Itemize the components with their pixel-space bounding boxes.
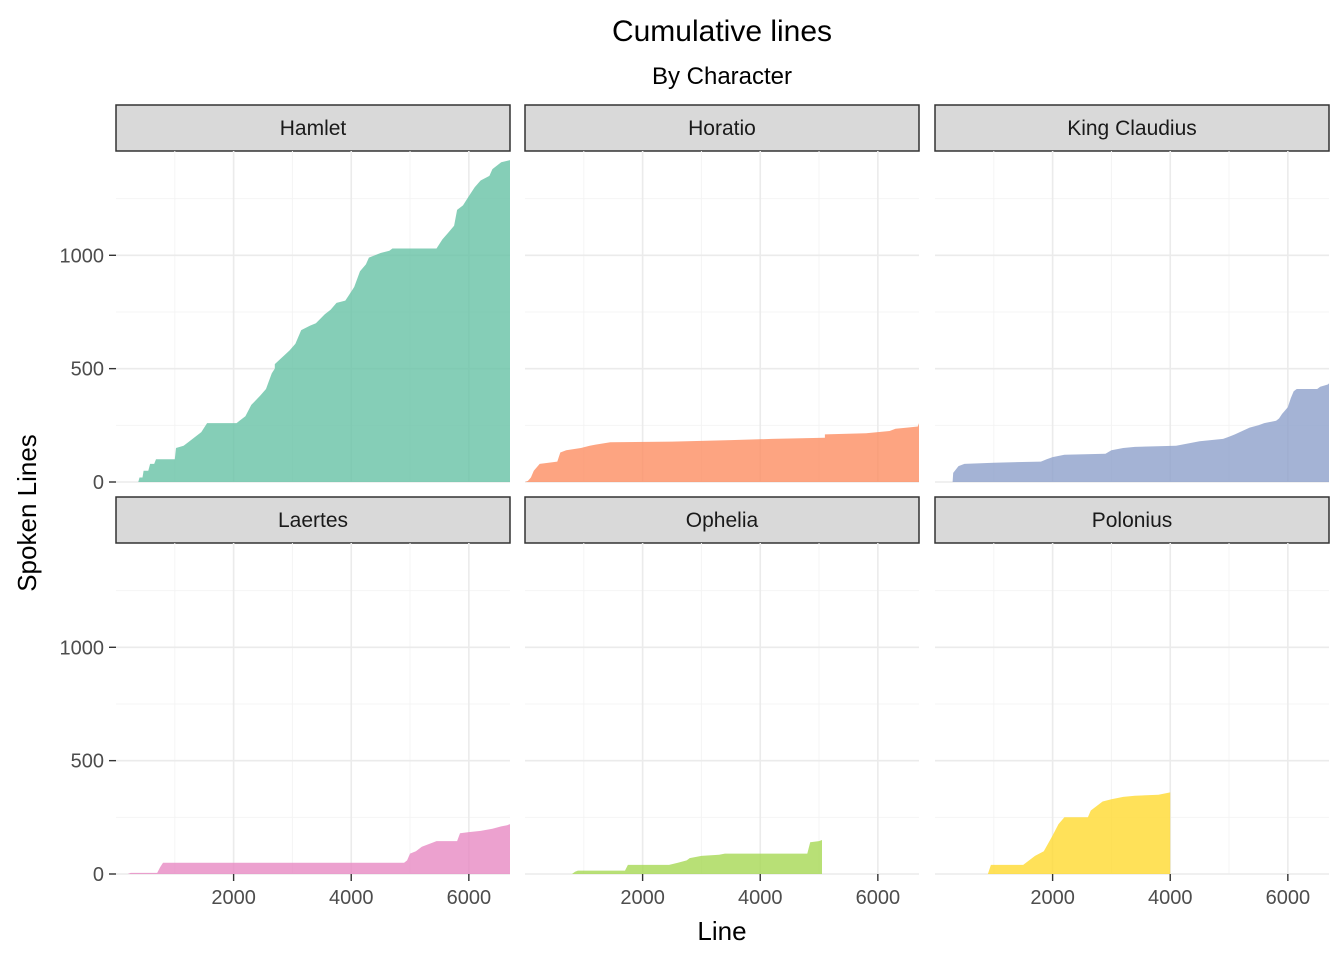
y-tick-label: 500	[71, 751, 104, 773]
facet-strip-background	[934, 104, 1330, 152]
facet-strip-label: King Claudius	[1067, 117, 1197, 140]
y-tick-label: 0	[93, 864, 104, 886]
facet-strip: Laertes	[115, 496, 511, 544]
facet-panel-horatio: Horatio	[524, 104, 920, 483]
area-series-ophelia	[572, 840, 822, 874]
area-series-laertes	[127, 824, 511, 874]
chart-subtitle: By Character	[652, 63, 792, 90]
facet-strip: Polonius	[934, 496, 1330, 544]
facet-panel-polonius: Polonius 2000 4000 6000	[934, 496, 1330, 909]
area-series-horatio	[525, 423, 919, 482]
facet-strip-label: Ophelia	[686, 509, 759, 532]
x-tick-label: 6000	[856, 887, 901, 909]
y-tick-label: 0	[93, 472, 104, 494]
facet-strip-label: Polonius	[1092, 509, 1173, 532]
facet-panel-king-claudius: King Claudius	[934, 104, 1330, 483]
x-tick-label: 4000	[1148, 887, 1193, 909]
facet-panels: Hamlet 0 500 1000 Horatio King Claudius Laerte…	[60, 104, 1330, 909]
x-tick-label: 6000	[1266, 887, 1311, 909]
y-tick-label: 500	[71, 359, 104, 381]
facet-strip: Hamlet	[115, 104, 511, 152]
facet-strip-label: Hamlet	[280, 117, 347, 140]
facet-panel-hamlet: Hamlet 0 500 1000	[60, 104, 511, 494]
x-axis: 2000 4000 6000	[211, 874, 491, 909]
x-axis: 2000 4000 6000	[1030, 874, 1310, 909]
y-axis-title: Spoken Lines	[12, 434, 42, 592]
area-series-hamlet	[138, 160, 511, 482]
gridlines	[525, 543, 919, 875]
y-tick-label: 1000	[60, 245, 105, 267]
chart-title: Cumulative lines	[612, 15, 832, 48]
facet-strip-background	[115, 104, 511, 152]
y-tick-label: 1000	[60, 637, 105, 659]
facet-strip-background	[934, 496, 1330, 544]
facet-strip-background	[524, 104, 920, 152]
x-axis-title: Line	[697, 916, 746, 946]
area-series-polonius	[987, 792, 1171, 874]
x-tick-label: 2000	[1030, 887, 1075, 909]
y-axis: 0 500 1000	[60, 637, 116, 886]
x-tick-label: 4000	[738, 887, 783, 909]
area-series-king-claudius	[952, 383, 1329, 482]
gridlines	[116, 543, 510, 875]
facet-strip-background	[524, 496, 920, 544]
x-tick-label: 6000	[447, 887, 492, 909]
facet-panel-laertes: Laertes 0 500 1000 2000 4000 6000	[60, 496, 511, 909]
x-tick-label: 2000	[620, 887, 665, 909]
x-tick-label: 4000	[329, 887, 374, 909]
facet-strip: King Claudius	[934, 104, 1330, 152]
x-tick-label: 2000	[211, 887, 256, 909]
x-axis: 2000 4000 6000	[620, 874, 900, 909]
y-axis: 0 500 1000	[60, 245, 116, 494]
facet-strip-label: Horatio	[688, 117, 756, 140]
facet-strip: Horatio	[524, 104, 920, 152]
facet-strip-background	[115, 496, 511, 544]
facet-strip-label: Laertes	[278, 509, 348, 532]
facet-strip: Ophelia	[524, 496, 920, 544]
gridlines	[525, 151, 919, 483]
facet-panel-ophelia: Ophelia 2000 4000 6000	[524, 496, 920, 909]
